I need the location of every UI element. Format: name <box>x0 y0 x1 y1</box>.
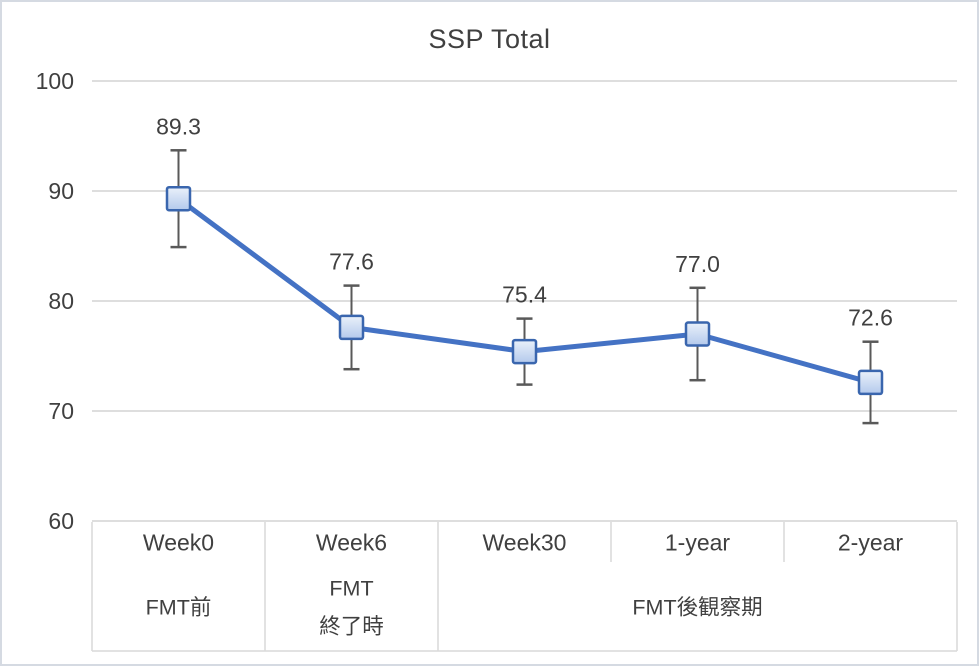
data-point-marker <box>165 185 192 212</box>
data-point-marker <box>857 369 884 396</box>
x-category-label: Week0 <box>143 530 214 556</box>
y-axis-tick-label: 70 <box>48 398 74 424</box>
x-group-label: FMT <box>329 577 373 601</box>
x-group-label: FMT後観察期 <box>632 596 762 620</box>
y-axis-tick-label: 60 <box>48 508 74 534</box>
data-label: 75.4 <box>502 282 547 308</box>
y-axis-tick-label: 80 <box>48 288 74 314</box>
data-label: 89.3 <box>156 113 201 139</box>
y-axis-tick-label: 90 <box>48 178 74 204</box>
x-category-label: Week30 <box>483 530 567 556</box>
x-group-label: 終了時 <box>319 615 384 639</box>
data-point-marker <box>338 314 365 341</box>
x-category-label: 2-year <box>838 530 904 556</box>
chart-title: SSP Total <box>428 24 551 54</box>
y-axis-tick-label: 100 <box>36 68 74 94</box>
x-category-label: 1-year <box>665 530 731 556</box>
data-label: 77.6 <box>329 249 374 275</box>
data-label: 77.0 <box>675 251 720 277</box>
data-point-marker <box>684 321 711 347</box>
x-category-label: Week6 <box>316 530 387 556</box>
data-point-marker <box>511 338 538 365</box>
data-label: 72.6 <box>848 305 893 331</box>
x-group-label: FMT前 <box>146 596 212 620</box>
